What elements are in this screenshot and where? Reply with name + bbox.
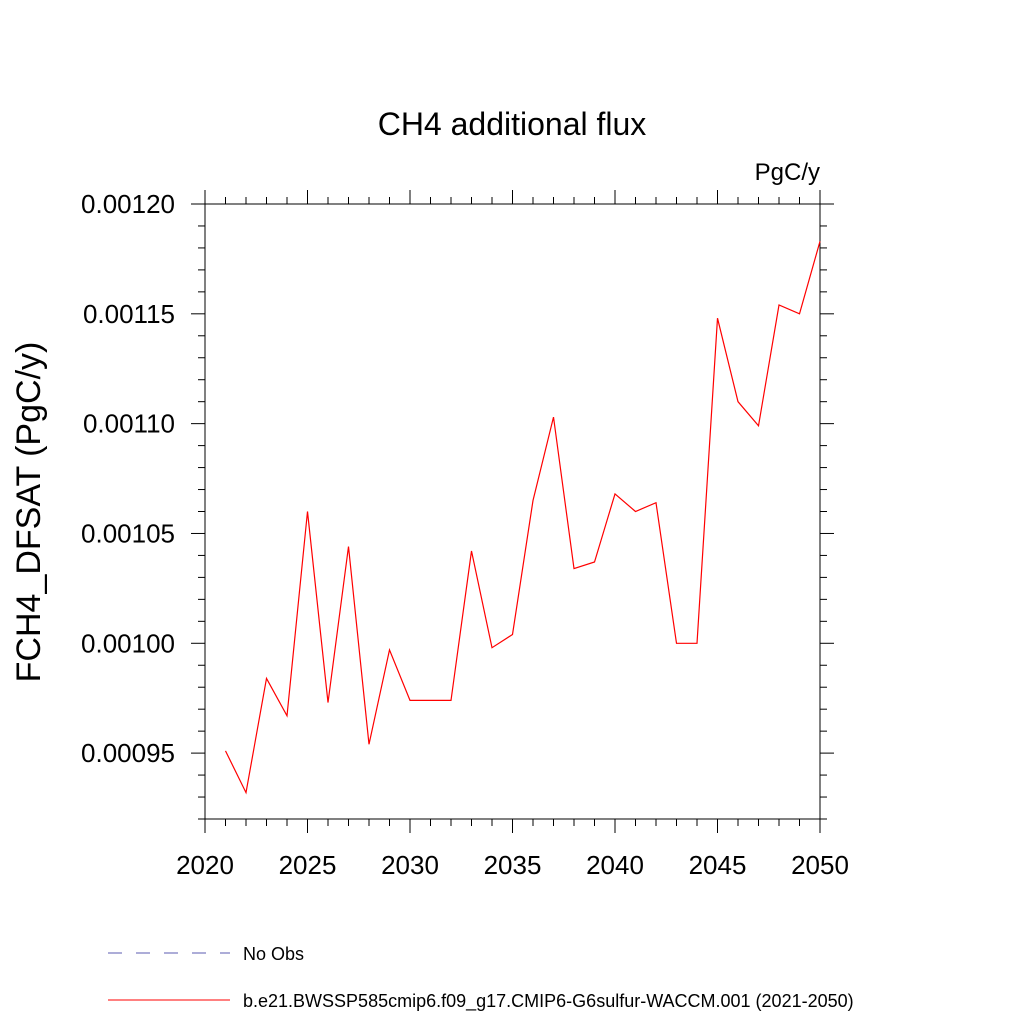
axis-ticks: 2020 2025 2030 2035 2040 2045 2050 0.00095 0.001…: [81, 189, 849, 880]
x-tick-label: 2020: [176, 850, 234, 880]
x-tick-label: 2030: [381, 850, 439, 880]
series-layer: [224, 241, 821, 795]
x-tick-label: 2040: [586, 850, 644, 880]
y-tick-label: 0.00120: [81, 189, 175, 219]
x-tick-label: 2050: [791, 850, 849, 880]
legend-label: b.e21.BWSSP585cmip6.f09_g17.CMIP6-G6sulf…: [243, 991, 854, 1012]
y-tick-label: 0.00115: [83, 299, 175, 329]
y-tick-label: 0.00105: [81, 518, 175, 548]
y-tick-label: 0.00100: [81, 628, 175, 658]
series-line: [224, 241, 821, 795]
x-tick-label: 2035: [484, 850, 542, 880]
x-tick-label: 2045: [689, 850, 747, 880]
chart-title: CH4 additional flux: [378, 106, 647, 142]
y-tick-label: 0.00095: [81, 738, 175, 768]
y-axis-label: FCH4_DFSAT (PgC/y): [10, 342, 48, 683]
legend-label: No Obs: [243, 944, 304, 964]
legend: No Obs b.e21.BWSSP585cmip6.f09_g17.CMIP6-…: [108, 944, 854, 1012]
units-label: PgC/y: [755, 159, 820, 186]
x-tick-label: 2025: [279, 850, 337, 880]
y-tick-label: 0.00110: [83, 409, 175, 439]
plot-frame: [204, 203, 821, 820]
